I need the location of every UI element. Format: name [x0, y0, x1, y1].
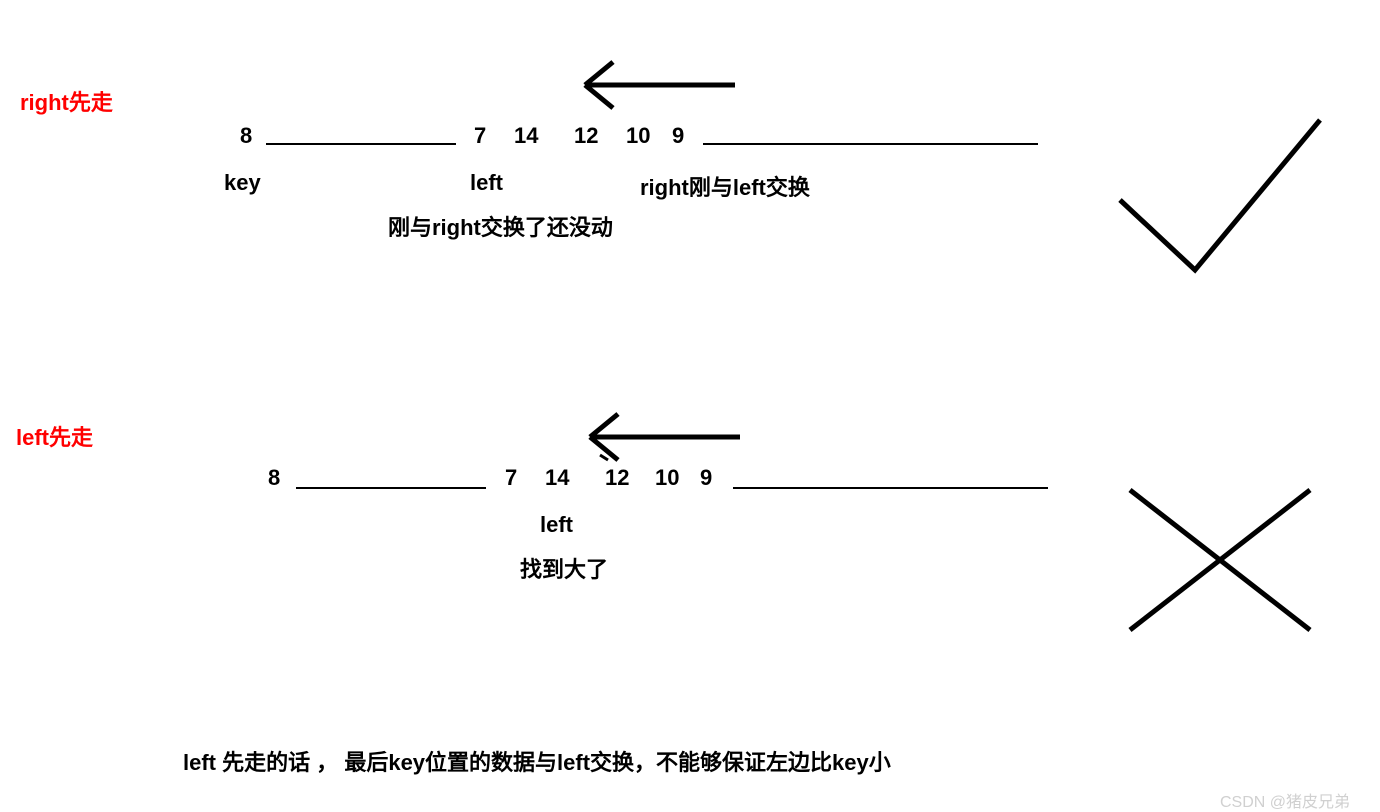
- conclusion-text: left 先走的话 ， 最后key位置的数据与left交换，不能够保证左边比ke…: [183, 745, 891, 777]
- watermark-text: CSDN @猪皮兄弟: [1220, 788, 1350, 812]
- cross-icon: [0, 0, 1380, 811]
